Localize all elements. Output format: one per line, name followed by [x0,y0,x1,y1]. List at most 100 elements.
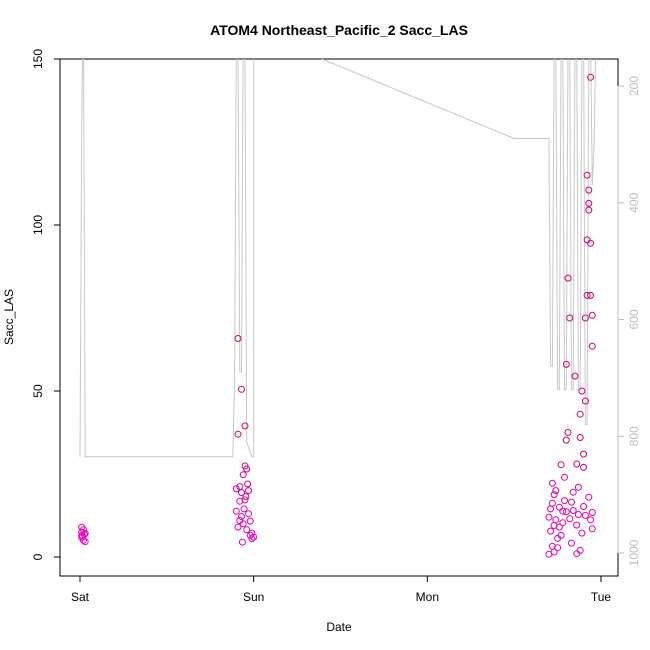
data-point [580,503,588,510]
data-point [588,509,596,516]
x-tick-label: Sat [71,590,90,604]
y-tick-label: 100 [31,215,45,235]
data-point [557,531,565,539]
data-point [571,372,579,380]
data-point [550,548,558,556]
data-point [242,493,250,501]
data-point [585,186,593,194]
data-point [232,485,240,493]
data-point [238,538,246,546]
x-tick-label: Tue [591,590,612,604]
data-point [583,171,591,179]
data-point [576,546,584,554]
data-point [562,508,570,516]
data-point [564,274,572,282]
data-point [561,473,568,481]
x-tick-label: Mon [416,590,439,604]
data-point [580,450,588,458]
data-point [573,550,581,558]
data-point [573,460,581,468]
data-point [239,520,247,528]
data-point [557,461,565,469]
data-point [578,387,586,395]
data-point [243,465,251,473]
y-tick-label: 50 [31,384,45,398]
plot-frame [59,58,619,577]
data-point [564,429,572,436]
x-tick-label: Sun [243,590,264,604]
data-point [587,239,595,247]
depth-line-layer [79,59,597,458]
data-point [239,471,247,479]
data-point [581,512,589,519]
data-point [554,544,562,552]
data-point [576,410,584,418]
data-point [234,523,242,531]
data-point [587,516,595,524]
data-point [245,510,252,518]
data-point [574,511,582,518]
data-point [232,507,240,515]
data-point [246,517,254,525]
data-point [581,314,589,322]
y2-tick-label: 800 [627,426,641,446]
data-point [241,496,249,504]
data-point [234,430,242,438]
data-point [236,517,244,524]
y-axis-label: Sacc_LAS [2,289,16,345]
data-point [548,499,556,507]
data-point [241,422,249,430]
data-point [548,479,556,487]
data-point [552,516,560,524]
data-point [588,525,596,533]
data-point [238,489,245,497]
data-point [561,497,568,505]
data-point [234,335,242,342]
data-point [587,73,595,81]
data-point [238,513,245,520]
y-tick-label: 150 [31,49,45,69]
data-point [547,505,555,513]
data-point [566,314,574,322]
data-point [80,530,88,538]
x-axis-label: Date [326,620,352,634]
data-point [547,527,555,535]
points-layer [78,73,596,558]
data-point [581,397,589,405]
y2-tick-label: 600 [627,309,641,329]
data-point [240,505,248,513]
data-point [585,493,593,501]
data-point [80,526,87,534]
data-point [559,507,567,515]
data-point [585,206,593,214]
data-point [250,533,258,541]
data-point [81,529,89,537]
depth-line [79,59,597,458]
data-point [238,385,245,393]
data-point [552,487,560,495]
data-point [569,507,577,514]
data-point [559,519,567,527]
data-point [562,436,570,444]
y2-tick-label: 400 [627,192,641,212]
data-point [583,291,591,299]
data-point [243,526,251,534]
data-point [569,488,577,496]
data-point [81,538,89,546]
data-point [555,523,563,531]
data-point [587,291,595,299]
y2-tick-label: 1000 [627,539,641,566]
y-tick-label: 0 [31,553,45,560]
chart-title: ATOM4 Northeast_Pacific_2 Sacc_LAS [210,22,468,38]
data-point [574,483,582,491]
data-point [545,513,553,521]
data-point [568,539,575,547]
data-point [578,529,586,537]
data-point [568,498,575,506]
data-point [588,311,596,319]
data-point [550,491,558,499]
data-point [244,480,252,488]
data-point [245,487,252,495]
data-point [248,535,256,543]
